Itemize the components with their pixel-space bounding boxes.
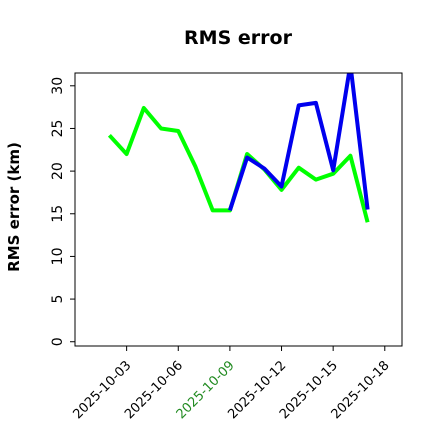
y-tick-label: 20	[50, 162, 66, 180]
y-tick-label: 15	[50, 205, 66, 223]
series-layer	[107, 73, 370, 223]
y-axis-label: RMS error (km)	[5, 142, 23, 272]
plot-frame	[74, 72, 403, 347]
series-blue-line	[227, 73, 370, 212]
y-axis: 0 5 10 15 20 25 30	[50, 77, 75, 346]
chart-title: RMS error	[184, 27, 293, 49]
y-tick-label: 10	[50, 248, 66, 266]
y-tick-label: 30	[50, 77, 66, 95]
y-tick-label: 5	[50, 295, 66, 304]
y-tick-label: 0	[50, 337, 66, 346]
y-tick-label: 25	[50, 120, 66, 138]
